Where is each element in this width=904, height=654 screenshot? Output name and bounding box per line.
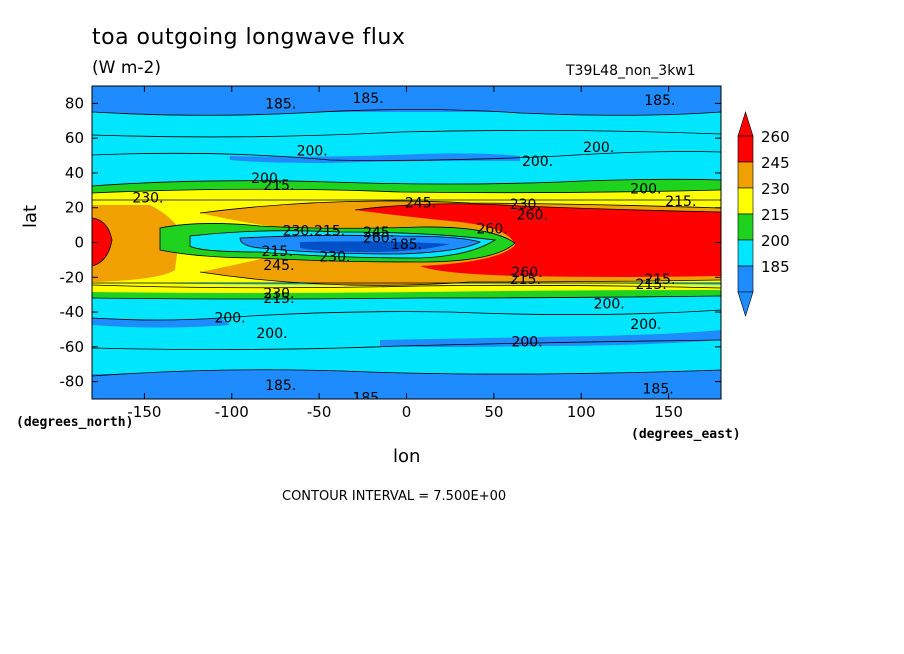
contour-label: 185. — [391, 237, 422, 253]
contour-label: 215. — [263, 178, 294, 194]
contour-label: 200. — [630, 182, 661, 198]
contour-label: 200. — [297, 143, 328, 159]
contour-label: 200. — [511, 335, 542, 351]
y-tick-label: 40 — [65, 164, 84, 182]
contour-label: 230. — [510, 197, 541, 213]
x-unit-note: (degrees_east) — [631, 427, 741, 442]
x-tick-label: -150 — [127, 403, 161, 421]
y-unit-note: (degrees_north) — [16, 415, 134, 430]
contour-label: 200. — [251, 171, 282, 187]
colorbar-label: 215 — [761, 206, 790, 224]
x-axis-label: lon — [393, 446, 421, 467]
x-tick-label: 0 — [402, 403, 412, 421]
y-tick-label: -60 — [60, 338, 85, 356]
filled-contours: 185.185. 185.200. 200.200.200.200.215.215.… — [92, 86, 721, 406]
band-245-tropics — [92, 205, 180, 282]
x-tick-label: 150 — [654, 403, 683, 421]
colorbar: 260 245 230 215 200 185 — [737, 110, 790, 318]
contour-interval-note: CONTOUR INTERVAL = 7.500E+00 — [282, 489, 507, 504]
contour-label: 215. — [510, 272, 541, 288]
run-id-label: T39L48_non_3kw1 — [566, 63, 696, 79]
y-tick-label: 20 — [65, 199, 84, 217]
band-230-north — [92, 189, 721, 200]
band-below-185-core — [300, 241, 450, 252]
colorbar-arrow-top — [737, 110, 754, 137]
contour-label: 185. — [265, 378, 296, 394]
contour-label: 200. — [256, 326, 287, 342]
colorbar-segment — [737, 161, 754, 189]
band-260-east — [355, 203, 721, 277]
contour-lines — [92, 109, 721, 377]
contour-label: 215. — [262, 244, 293, 260]
contour-label: 185. — [265, 96, 296, 112]
contour-labels: 185.185. 185.200. 200.200.200.200.215.215.… — [132, 91, 696, 406]
contour-label: 215. — [636, 277, 667, 293]
y-tick-label: 0 — [74, 234, 84, 252]
colorbar-label: 260 — [761, 128, 790, 146]
band-185-sh-streak2 — [380, 330, 721, 347]
band-185-south-lobe — [92, 369, 721, 399]
contour-label: 185. — [352, 91, 383, 107]
contour-label: 230. — [263, 286, 294, 302]
x-tick-label: -50 — [307, 403, 332, 421]
contour-label: 215. — [314, 223, 345, 239]
contour-label: 230. — [319, 249, 350, 265]
colorbar-label: 185 — [761, 258, 790, 276]
contour-label: 245. — [263, 258, 294, 274]
contour-label: 230. — [283, 223, 314, 239]
contour-label: 200. — [630, 317, 661, 333]
contour-label: 215. — [665, 194, 696, 210]
colorbar-label: 230 — [761, 180, 790, 198]
x-tick-label: 100 — [567, 403, 596, 421]
colorbar-segment — [737, 239, 754, 267]
contour-label: 260. — [511, 265, 542, 281]
band-185-north-lobe — [92, 86, 721, 116]
y-tick-label: -20 — [60, 268, 85, 286]
chart-units: (W m-2) — [92, 58, 161, 78]
contour-label: 200. — [594, 296, 625, 312]
colorbar-segment — [737, 187, 754, 215]
band-185-nh-streak — [230, 153, 520, 163]
colorbar-arrow-bottom — [737, 291, 754, 318]
contour-label: 200. — [214, 310, 245, 326]
contour-label: 185. — [644, 93, 675, 109]
colorbar-segment — [737, 213, 754, 241]
contour-label: 215. — [263, 291, 294, 307]
colorbar-segment — [737, 135, 754, 163]
contour-label: 245. — [363, 225, 394, 241]
y-tick-label: 60 — [65, 129, 84, 147]
colorbar-label: 200 — [761, 232, 790, 250]
contour-label: 185. — [643, 382, 674, 398]
y-tick-label: 80 — [65, 94, 84, 112]
colorbar-label: 245 — [761, 154, 790, 172]
band-230-south — [92, 282, 721, 293]
chart-title: toa outgoing longwave flux — [92, 25, 406, 50]
contour-label: 260. — [363, 230, 394, 246]
contour-label: 245. — [405, 196, 436, 212]
contour-label: 200. — [583, 140, 614, 156]
y-tick-label: -40 — [60, 303, 85, 321]
y-tick-label: -80 — [60, 373, 85, 391]
contour-label: 185. — [352, 390, 383, 406]
contour-label: 215. — [644, 272, 675, 288]
axis-ticks: -150 -100 -50 0 50 100 150 -80 -60 -40 -20 0 20 40 60 8… — [60, 86, 721, 421]
y-axis-label: lat — [20, 204, 41, 228]
contour-label: 230. — [132, 190, 163, 206]
x-tick-label: -100 — [215, 403, 249, 421]
contour-label: 260. — [477, 222, 508, 238]
x-tick-label: 50 — [484, 403, 503, 421]
colorbar-segment — [737, 265, 754, 293]
band-185-sh-streak — [92, 318, 230, 328]
contour-label: 260. — [517, 208, 548, 224]
contour-label: 200. — [522, 154, 553, 170]
